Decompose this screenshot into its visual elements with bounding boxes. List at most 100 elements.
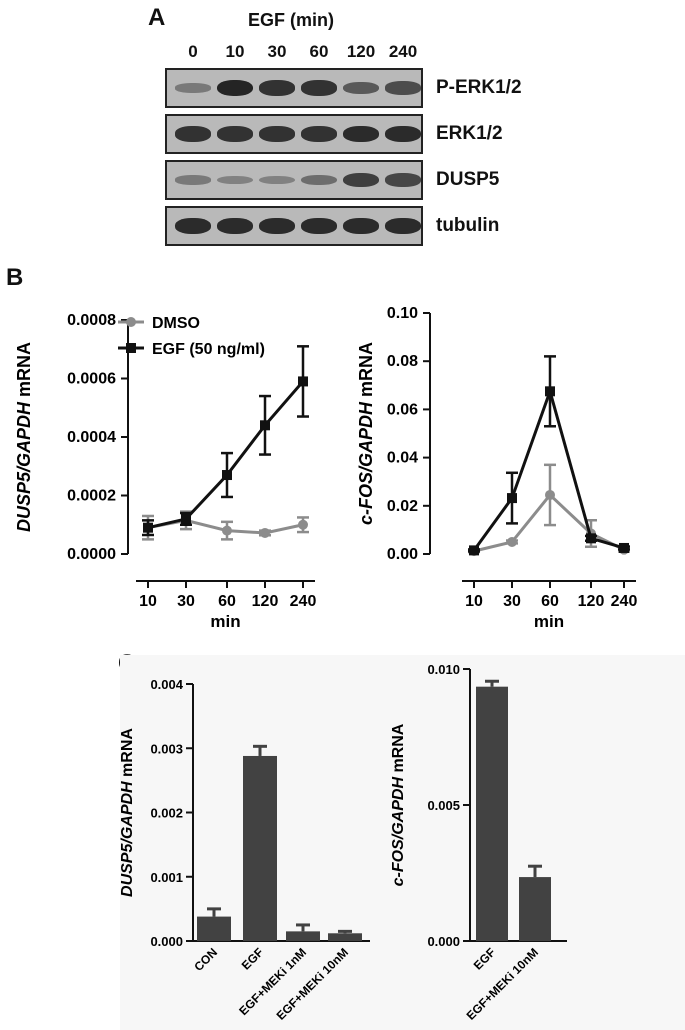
x-axis-label: min — [210, 612, 240, 631]
bar — [328, 933, 362, 941]
y-axis-label: c-FOS/GAPDH mRNA — [356, 342, 376, 525]
data-point — [181, 513, 191, 524]
y-tick-label: 0.04 — [387, 450, 418, 467]
chart-cfos-timecourse: 0.00 0.02 0.04 0.06 0.08 0.10 10 30 60 120 240 min c… — [356, 305, 637, 631]
blot-label-p-erk: P-ERK1/2 — [436, 77, 522, 98]
data-point — [619, 542, 629, 553]
x-tick-label: 10 — [139, 593, 157, 610]
data-point — [469, 545, 479, 556]
y-tick-label: 0.0008 — [67, 312, 116, 329]
data-point — [545, 489, 555, 500]
series-line — [147, 380, 305, 530]
blot-band — [343, 81, 379, 95]
x-tick-label: 10 — [465, 593, 483, 610]
blot-band — [217, 126, 253, 142]
blot-band — [217, 79, 253, 97]
x-tick-label: 60 — [218, 593, 236, 610]
bar — [243, 755, 277, 941]
lane-label: 10 — [225, 42, 245, 61]
y-tick-label: 0.000 — [150, 934, 183, 949]
panel-label-a: A — [148, 4, 166, 31]
blot-band — [259, 218, 295, 234]
blot-band — [301, 218, 337, 234]
legend-label: EGF (50 ng/ml) — [152, 341, 265, 358]
lane-label: 60 — [309, 42, 329, 61]
legend-label: DMSO — [152, 315, 200, 332]
y-tick-label: 0.0002 — [67, 488, 116, 505]
data-point — [260, 527, 270, 538]
bar — [519, 877, 551, 941]
blot-band — [301, 126, 337, 142]
blot-band — [385, 81, 421, 95]
blot-band — [301, 174, 337, 186]
x-axis-label: min — [534, 612, 564, 631]
blot-band — [175, 175, 211, 185]
y-tick-label: 0.003 — [150, 741, 183, 756]
data-point — [298, 376, 308, 387]
y-axis-label: c-FOS/GAPDH mRNA — [390, 723, 407, 886]
y-tick-label: 0.002 — [150, 806, 183, 821]
y-tick-label: 0.06 — [387, 401, 418, 418]
y-tick-label: 0.08 — [387, 353, 418, 370]
x-tick-label: 60 — [541, 593, 559, 610]
blot-band — [175, 218, 211, 234]
lane-label: 30 — [267, 42, 287, 61]
y-tick-label: 0.001 — [150, 870, 183, 885]
blot-band — [175, 83, 211, 93]
data-point — [298, 519, 308, 530]
data-point — [545, 386, 555, 397]
blot-strip-erk — [165, 114, 423, 154]
x-tick-label: 120 — [578, 593, 605, 610]
blot-strip-p-erk — [165, 68, 423, 108]
panel-label-b: B — [6, 264, 24, 291]
legend-marker — [126, 317, 136, 327]
y-tick-label: 0.004 — [150, 677, 183, 692]
blot-band — [259, 126, 295, 142]
data-point — [143, 522, 153, 533]
bar — [286, 931, 320, 941]
blot-band — [217, 175, 253, 185]
data-point — [507, 493, 517, 504]
blot-label-tubulin: tubulin — [436, 215, 500, 236]
blot-band — [301, 80, 337, 96]
lane-label: 120 — [346, 42, 376, 61]
chart-background — [385, 655, 685, 1030]
blot-label-erk: ERK1/2 — [436, 123, 503, 144]
x-tick-label: 240 — [290, 593, 317, 610]
chart-dusp5-bars: 0.000 0.001 0.002 0.003 0.004 DUSP5/GAPDH mRN… — [119, 655, 385, 1030]
data-point — [222, 470, 232, 481]
x-tick-label: 30 — [177, 593, 195, 610]
y-tick-label: 0.005 — [427, 798, 460, 813]
data-point — [507, 536, 517, 547]
legend-marker — [126, 343, 136, 353]
data-point — [260, 420, 270, 431]
y-axis-label: DUSP5/GAPDH mRNA — [14, 342, 34, 532]
blot-band — [175, 126, 211, 142]
blot-band — [385, 173, 421, 187]
blot-band — [343, 172, 379, 188]
blot-band — [385, 126, 421, 142]
blot-band — [343, 126, 379, 142]
y-tick-label: 0.0006 — [67, 371, 116, 388]
y-tick-label: 0.0004 — [67, 429, 116, 446]
chart-dusp5-timecourse: 0.0000 0.0002 0.0004 0.0006 0.0008 10 30 60 120 2… — [14, 312, 317, 631]
y-tick-label: 0.00 — [387, 546, 418, 563]
data-point — [586, 533, 596, 544]
blot-band — [259, 80, 295, 96]
data-point — [222, 525, 232, 536]
bar — [476, 686, 508, 941]
lane-label: 0 — [188, 42, 198, 61]
blot-band — [343, 218, 379, 234]
blot-label-dusp5: DUSP5 — [436, 169, 500, 190]
blot-band — [259, 175, 295, 185]
western-blot: EGF (min) 0 10 30 60 120 240 P-ERK1/2 ER… — [150, 0, 685, 260]
bar — [197, 916, 231, 941]
y-axis-label: DUSP5/GAPDH mRNA — [119, 728, 136, 897]
lane-label: 240 — [388, 42, 418, 61]
blot-header: EGF (min) — [248, 10, 334, 30]
blot-strip-tubulin — [165, 206, 423, 246]
y-tick-label: 0.02 — [387, 498, 418, 515]
y-tick-label: 0.010 — [427, 662, 460, 677]
blot-band — [217, 218, 253, 234]
